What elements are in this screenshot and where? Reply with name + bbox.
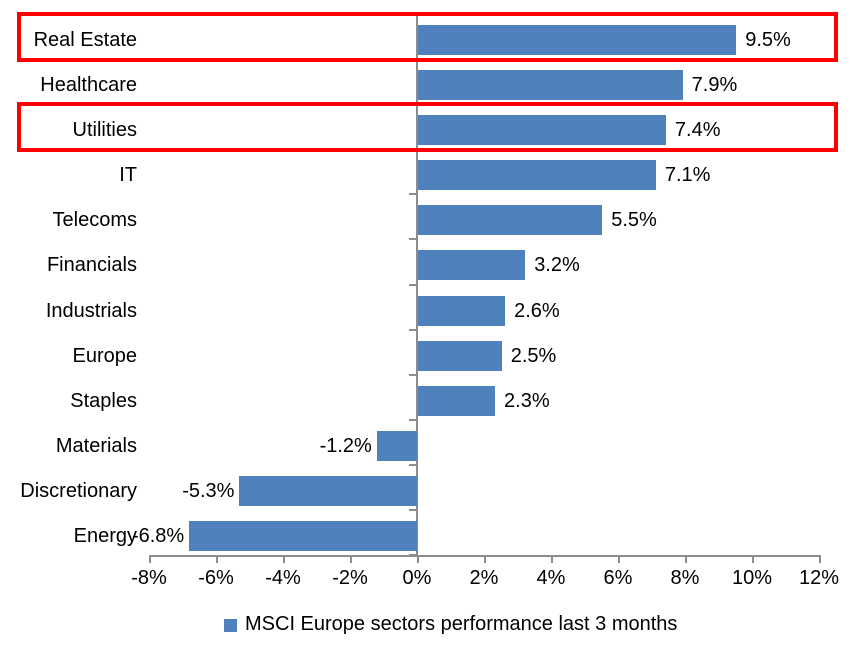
bar-industrials <box>418 295 506 326</box>
category-axis-tick <box>409 328 417 331</box>
bar-materials <box>376 430 417 461</box>
highlight-box-utilities <box>17 102 838 153</box>
x-axis-tick <box>618 555 620 563</box>
x-axis-tick-label: -2% <box>332 567 368 589</box>
data-label-healthcare: 7.9% <box>691 74 738 97</box>
legend-label: MSCI Europe sectors performance last 3 m… <box>245 613 678 635</box>
x-axis-tick-label: -4% <box>265 567 301 589</box>
y-axis-line <box>416 14 418 555</box>
x-axis-tick <box>685 555 687 563</box>
data-label-energy: -6.8% <box>131 524 185 547</box>
x-axis-tick <box>484 555 486 563</box>
category-label-healthcare: Healthcare <box>40 74 137 97</box>
bar-financials <box>418 250 526 281</box>
category-label-discretionary: Discretionary <box>20 479 137 502</box>
category-axis-tick <box>409 373 417 376</box>
x-axis-tick-label: 4% <box>536 567 566 589</box>
data-label-real-estate: 9.5% <box>745 29 791 51</box>
category-label-staples: Staples <box>70 389 137 412</box>
x-axis-tick <box>283 555 285 563</box>
category-label-energy: Energy <box>73 524 137 547</box>
legend-marker-icon <box>224 618 237 632</box>
x-axis-tick-label: 2% <box>469 567 499 589</box>
category-label-real-estate: Real Estate <box>33 29 137 51</box>
x-axis-tick <box>417 555 419 563</box>
x-axis-tick-label: -8% <box>131 567 167 589</box>
bar-utilities <box>418 115 666 146</box>
category-axis-tick <box>409 463 417 466</box>
x-axis-tick <box>350 555 352 563</box>
x-axis-tick-label: 6% <box>603 567 633 589</box>
x-axis-tick-label: -6% <box>198 567 234 589</box>
category-label-financials: Financials <box>46 254 137 277</box>
data-label-utilities: 7.4% <box>674 119 721 142</box>
data-label-staples: 2.3% <box>504 389 550 412</box>
bar-it <box>418 160 656 191</box>
x-axis-tick-label: 12% <box>798 567 840 589</box>
x-axis-tick <box>752 555 754 563</box>
data-label-financials: 3.2% <box>534 254 580 277</box>
category-axis-tick <box>409 508 417 511</box>
category-axis-tick <box>409 283 417 286</box>
category-label-europe: Europe <box>72 344 138 367</box>
x-axis-tick-label: 0% <box>402 567 432 589</box>
category-axis-tick <box>409 193 417 196</box>
data-label-discretionary: -5.3% <box>182 479 235 502</box>
data-label-industrials: 2.6% <box>514 299 560 322</box>
x-axis-tick-label: 8% <box>670 567 700 589</box>
bar-staples <box>418 385 496 416</box>
category-label-utilities: Utilities <box>72 119 137 142</box>
x-axis-tick-label: 10% <box>731 567 773 589</box>
data-label-europe: 2.5% <box>510 344 557 367</box>
data-label-materials: -1.2% <box>319 434 372 457</box>
data-label-it: 7.1% <box>664 164 711 187</box>
x-axis-tick <box>149 555 151 563</box>
category-label-it: IT <box>119 164 137 187</box>
category-label-telecoms: Telecoms <box>52 209 137 232</box>
highlight-box-real-estate <box>17 12 838 62</box>
x-axis-tick <box>216 555 218 563</box>
bar-healthcare <box>418 70 683 101</box>
bar-real-estate <box>418 25 737 55</box>
bar-telecoms <box>418 205 603 236</box>
category-label-industrials: Industrials <box>45 299 137 322</box>
category-axis-tick <box>409 554 417 556</box>
legend: MSCI Europe sectors performance last 3 m… <box>224 611 677 637</box>
category-axis-tick <box>409 238 417 241</box>
bar-energy <box>189 520 417 551</box>
data-label-telecoms: 5.5% <box>611 209 657 232</box>
bar-discretionary <box>239 475 417 506</box>
bar-europe <box>418 340 502 371</box>
x-axis-tick <box>551 555 553 563</box>
x-axis-tick <box>819 555 821 563</box>
category-label-materials: Materials <box>55 434 137 457</box>
category-axis-tick <box>409 418 417 421</box>
